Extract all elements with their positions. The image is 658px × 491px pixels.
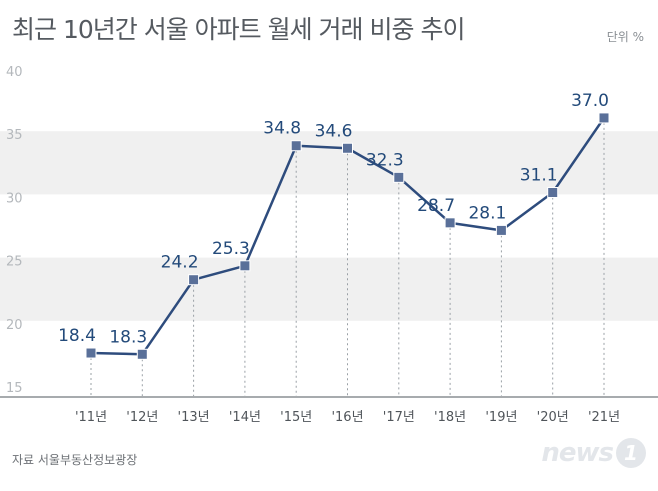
- x-tick-label: '19년: [485, 410, 517, 425]
- source-note: 자료 서울부동산정보광장: [12, 453, 138, 467]
- data-marker: [85, 347, 97, 359]
- data-labels: 18.4 18.3 24.2 25.3 34.8 34.6 32.3 28.7 28.1 31.1…: [58, 91, 609, 347]
- news1-logo: news 1: [541, 438, 646, 468]
- data-marker: [342, 142, 353, 154]
- x-tick-label: '20년: [537, 410, 569, 425]
- grid-band: [0, 257, 658, 321]
- data-marker: [444, 217, 456, 229]
- chart-title: 최근 10년간 서울 아파트 월세 거래 비중 추이: [12, 15, 465, 44]
- data-marker: [598, 112, 610, 124]
- data-label: 31.1: [520, 165, 558, 185]
- data-label: 37.0: [571, 91, 609, 111]
- data-label: 25.3: [212, 239, 250, 259]
- grid-band: [0, 131, 658, 195]
- x-tick-label: '15년: [280, 410, 312, 425]
- x-tick-label: '18년: [434, 410, 466, 425]
- x-axis-ticks: '11년 '12년 '13년 '14년 '15년 '16년 '17년 '18년 '19년 '20년…: [75, 410, 620, 425]
- y-tick-label: 25: [6, 255, 23, 270]
- logo-text: news: [541, 438, 614, 468]
- data-label: 34.6: [315, 121, 353, 141]
- x-tick-label: '21년: [588, 410, 620, 425]
- x-tick-label: '17년: [383, 410, 415, 425]
- data-label: 18.4: [58, 326, 96, 346]
- data-label: 28.1: [468, 203, 506, 223]
- y-axis-ticks: 15 20 25 30 35 40: [6, 65, 23, 396]
- data-marker: [290, 140, 302, 152]
- x-tick-label: '16년: [331, 410, 363, 425]
- data-label: 32.3: [366, 150, 404, 170]
- data-label: 24.2: [161, 253, 199, 273]
- y-tick-label: 40: [6, 65, 23, 80]
- grid-bands: [0, 131, 658, 321]
- data-marker: [188, 274, 200, 286]
- drop-lines: [90, 117, 605, 396]
- line-chart: 15 20 25 30 35 40 '11년 '12년 '13년 '14년 '15년 '16년 '17…: [0, 65, 658, 425]
- data-marker: [239, 260, 251, 272]
- data-label: 18.3: [109, 327, 147, 347]
- y-tick-label: 35: [6, 128, 23, 143]
- x-tick-label: '12년: [126, 410, 158, 425]
- data-marker: [495, 224, 507, 236]
- logo-mark: 1: [616, 438, 646, 468]
- data-markers: [85, 112, 610, 360]
- y-tick-label: 20: [6, 318, 23, 333]
- data-marker: [547, 186, 559, 198]
- data-label: 34.8: [263, 119, 301, 139]
- data-marker: [136, 348, 148, 360]
- x-tick-label: '14년: [229, 410, 261, 425]
- data-marker: [393, 171, 405, 183]
- y-tick-label: 30: [6, 191, 23, 206]
- data-label: 28.7: [417, 196, 455, 216]
- y-tick-label: 15: [6, 381, 23, 396]
- x-tick-label: '13년: [178, 410, 210, 425]
- unit-label: 단위 %: [606, 30, 644, 44]
- x-tick-label: '11년: [75, 410, 107, 425]
